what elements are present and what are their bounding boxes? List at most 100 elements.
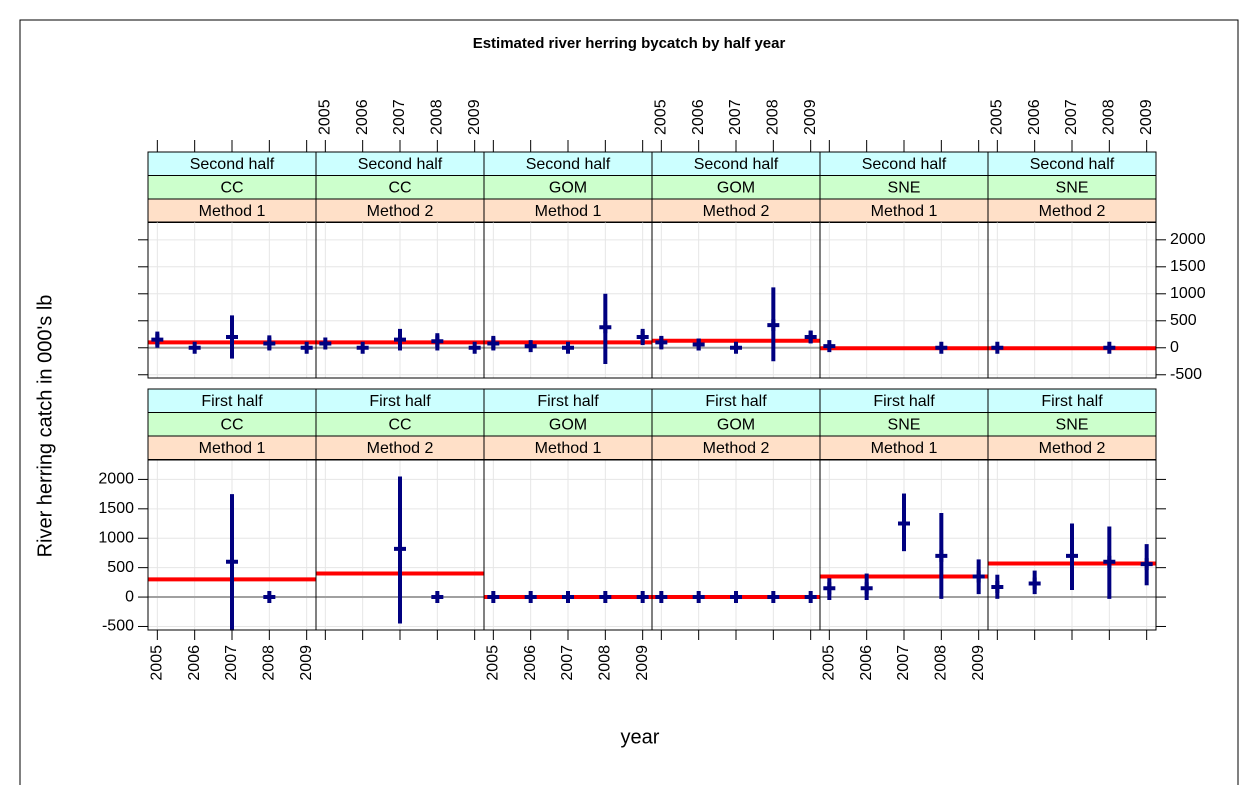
x-tick-label: 2008 xyxy=(933,645,950,681)
strip-label: First half xyxy=(705,393,767,410)
point xyxy=(1103,555,1116,568)
strip-label: Method 1 xyxy=(199,440,266,457)
strip-label: Second half xyxy=(526,156,611,173)
strip-label: Method 2 xyxy=(703,203,770,220)
x-tick-label: 2007 xyxy=(391,99,408,135)
point xyxy=(151,333,164,346)
strip-label: CC xyxy=(220,179,243,196)
y-tick-label: 1500 xyxy=(1170,258,1206,275)
point xyxy=(823,582,836,595)
strip-label: Second half xyxy=(694,156,779,173)
point xyxy=(300,341,313,354)
y-tick-label: 1500 xyxy=(98,500,134,517)
strip-label: GOM xyxy=(549,179,587,196)
point xyxy=(356,341,369,354)
point xyxy=(636,330,649,343)
point xyxy=(599,591,612,604)
strip-label: Method 1 xyxy=(871,203,938,220)
x-tick-label: 2008 xyxy=(261,645,278,681)
y-tick-label: 2000 xyxy=(1170,231,1206,248)
x-tick-label: 2009 xyxy=(1138,99,1155,135)
x-tick-label: 2008 xyxy=(765,99,782,135)
y-tick-label: 500 xyxy=(1170,312,1197,329)
point xyxy=(655,591,668,604)
point xyxy=(468,341,481,354)
x-tick-label: 2005 xyxy=(989,99,1006,135)
point xyxy=(524,591,537,604)
x-tick-label: 2006 xyxy=(690,99,707,135)
strip-label: CC xyxy=(388,416,411,433)
point xyxy=(431,591,444,604)
y-tick-label: 0 xyxy=(125,588,134,605)
strip-label: Method 2 xyxy=(1039,440,1106,457)
point xyxy=(636,591,649,604)
strip-label: Second half xyxy=(862,156,947,173)
point xyxy=(767,591,780,604)
point xyxy=(935,549,948,562)
point xyxy=(487,591,500,604)
x-tick-label: 2008 xyxy=(597,645,614,681)
point xyxy=(226,555,238,568)
x-tick-label: 2008 xyxy=(1101,99,1118,135)
x-tick-label: 2009 xyxy=(466,99,483,135)
x-tick-label: 2009 xyxy=(802,99,819,135)
point xyxy=(188,341,201,354)
x-axis-label: year xyxy=(621,726,660,748)
strip-label: GOM xyxy=(717,179,755,196)
y-tick-label: -500 xyxy=(1170,366,1202,383)
point xyxy=(767,319,780,332)
strip-label: GOM xyxy=(549,416,587,433)
strip-label: CC xyxy=(388,179,411,196)
x-tick-label: 2005 xyxy=(485,645,502,681)
point xyxy=(562,591,574,604)
point xyxy=(226,330,238,343)
strip-label: First half xyxy=(873,393,935,410)
y-tick-label: 2000 xyxy=(98,471,134,488)
strip-label: SNE xyxy=(1056,416,1089,433)
y-tick-label: 1000 xyxy=(1170,285,1206,302)
x-tick-label: 2006 xyxy=(354,99,371,135)
point xyxy=(319,337,332,350)
panel-border xyxy=(987,221,1157,379)
point xyxy=(860,582,873,595)
point xyxy=(692,591,705,604)
point xyxy=(394,333,406,346)
strip-label: SNE xyxy=(888,416,921,433)
strip-label: Method 2 xyxy=(1039,203,1106,220)
strip-label: SNE xyxy=(1056,179,1089,196)
point xyxy=(898,517,910,530)
x-tick-label: 2006 xyxy=(858,645,875,681)
strip-label: Second half xyxy=(190,156,275,173)
point xyxy=(730,591,742,604)
point xyxy=(599,321,612,334)
y-tick-label: 500 xyxy=(107,559,134,576)
strip-label: SNE xyxy=(888,179,921,196)
x-tick-label: 2007 xyxy=(895,645,912,681)
point xyxy=(524,340,537,353)
strip-label: Method 1 xyxy=(199,203,266,220)
point xyxy=(1066,549,1078,562)
x-tick-label: 2005 xyxy=(149,645,166,681)
point xyxy=(263,337,276,350)
chart-title: Estimated river herring bycatch by half … xyxy=(473,35,786,52)
x-tick-label: 2007 xyxy=(223,645,240,681)
point xyxy=(804,591,817,604)
point xyxy=(655,336,668,349)
x-tick-label: 2006 xyxy=(1026,99,1043,135)
y-axis-label: River herring catch in 000's lb xyxy=(34,295,56,558)
strip-label: Second half xyxy=(358,156,443,173)
strip-label: First half xyxy=(201,393,263,410)
strip-label: First half xyxy=(537,393,599,410)
x-tick-label: 2007 xyxy=(1063,99,1080,135)
x-tick-label: 2005 xyxy=(821,645,838,681)
strip-label: Method 2 xyxy=(703,440,770,457)
strip-label: Method 1 xyxy=(535,440,602,457)
point xyxy=(935,341,948,354)
x-tick-label: 2009 xyxy=(634,645,651,681)
strip-label: Method 2 xyxy=(367,440,434,457)
x-tick-label: 2009 xyxy=(298,645,315,681)
point xyxy=(1103,341,1116,354)
point xyxy=(972,570,985,583)
point xyxy=(431,335,444,348)
